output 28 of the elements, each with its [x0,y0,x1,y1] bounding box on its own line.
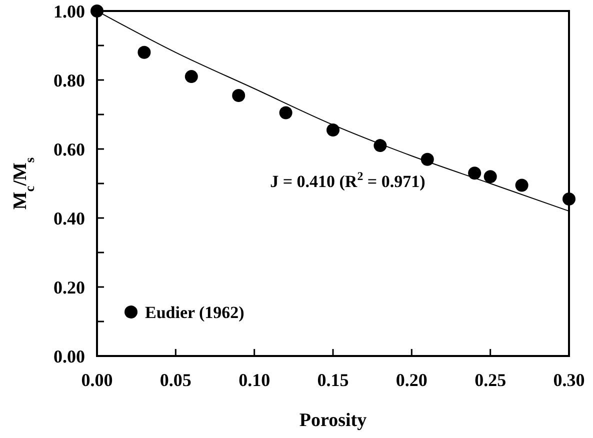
point [90,4,104,18]
y-tick-label: 0.00 [54,346,85,366]
point [232,89,246,102]
x-tick-label: 0.10 [238,370,270,390]
point [515,178,528,192]
point [562,192,576,206]
point [184,70,198,84]
x-tick-label: 0.20 [396,370,428,390]
point [138,46,151,59]
x-tick-label: 0.00 [81,370,113,390]
x-axis-title: Porosity [299,410,368,431]
y-tick-label: 0.60 [54,139,85,160]
point [374,139,387,152]
annotation: J = 0.410 (R$^{2}$ = 0.971) [270,168,426,191]
y-tick-label: 1.00 [54,1,85,22]
point [484,170,497,184]
x-tick-label: 0.05 [160,370,192,390]
legend-label: Eudier (1962) [145,302,244,322]
x-tick-label: 0.15 [317,370,349,390]
y-tick-label: 0.20 [54,277,85,298]
point [420,152,434,166]
point [326,124,340,137]
y-tick-label: 0.80 [54,70,85,90]
point [468,166,482,180]
x-tick-label: 0.25 [474,370,506,390]
y-tick-label: 0.40 [54,208,85,228]
point [279,106,292,120]
x-tick-label: 0.30 [553,370,585,390]
